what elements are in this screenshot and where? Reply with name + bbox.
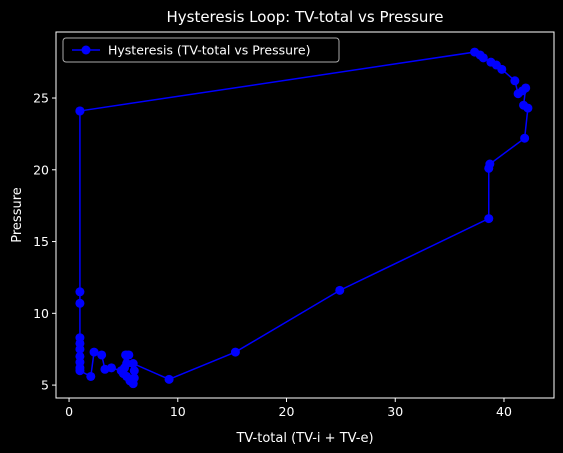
x-tick-label: 20	[279, 404, 295, 419]
data-point[interactable]	[97, 350, 107, 360]
y-tick-label: 25	[33, 91, 49, 106]
data-point[interactable]	[513, 89, 523, 99]
x-tick-label: 30	[387, 404, 403, 419]
data-point[interactable]	[484, 214, 494, 224]
chart-title: Hysteresis Loop: TV-total vs Pressure	[166, 8, 443, 26]
legend-entry-label: Hysteresis (TV-total vs Pressure)	[108, 43, 310, 58]
y-axis-label: Pressure	[10, 187, 25, 243]
data-point[interactable]	[75, 298, 85, 308]
data-point[interactable]	[485, 159, 495, 169]
x-tick-label: 40	[496, 404, 512, 419]
series-layer	[75, 47, 533, 389]
y-axis-ticks: 5 10 15 20 25	[33, 91, 56, 393]
data-point[interactable]	[470, 47, 480, 57]
data-point[interactable]	[519, 100, 529, 110]
data-point[interactable]	[106, 363, 116, 373]
data-point[interactable]	[129, 373, 139, 383]
y-tick-label: 10	[33, 306, 49, 321]
x-axis-ticks: 0 10 20 30 40	[65, 398, 512, 419]
x-axis-label: TV-total (TV-i + TV-e)	[235, 431, 373, 446]
data-point[interactable]	[510, 76, 520, 86]
x-tick-label: 10	[170, 404, 186, 419]
data-point[interactable]	[128, 359, 138, 369]
x-tick-label: 0	[65, 404, 73, 419]
plot-area	[55, 31, 555, 399]
data-point[interactable]	[129, 366, 139, 376]
data-point[interactable]	[75, 344, 85, 354]
legend-box	[62, 37, 340, 63]
data-point[interactable]	[75, 287, 85, 297]
data-point[interactable]	[520, 133, 530, 143]
data-point[interactable]	[335, 285, 345, 295]
y-tick-label: 15	[33, 234, 49, 249]
data-point[interactable]	[75, 106, 85, 116]
data-point[interactable]	[75, 366, 85, 376]
y-tick-label: 20	[33, 162, 49, 177]
legend-marker-swatch	[81, 45, 91, 55]
legend[interactable]: Hysteresis (TV-total vs Pressure)	[62, 37, 340, 63]
y-tick-label: 5	[41, 378, 49, 393]
data-point[interactable]	[86, 371, 96, 381]
data-point[interactable]	[89, 347, 99, 357]
data-point[interactable]	[486, 57, 496, 67]
data-point[interactable]	[164, 374, 174, 384]
data-point[interactable]	[230, 347, 240, 357]
data-point[interactable]	[124, 350, 134, 360]
